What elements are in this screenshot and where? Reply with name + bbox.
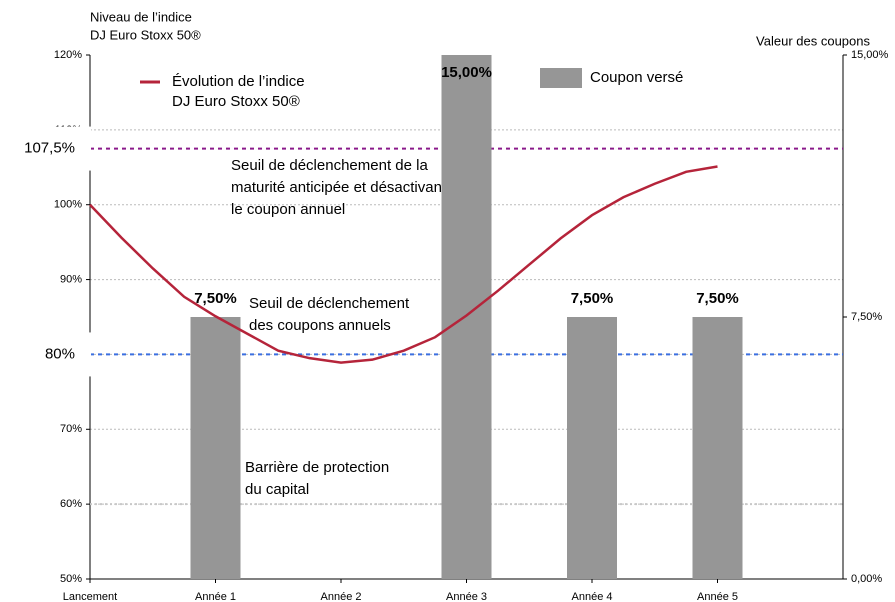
x-tick-label: Lancement [63,591,117,602]
x-tick-label: Année 5 [697,591,738,602]
y-tick-label: 90% [60,273,82,285]
y-tick-label: 100% [54,199,82,211]
text-line: Évolution de l’indice [172,73,305,90]
x-tick-label: Année 2 [321,591,362,602]
y-axis-title: DJ Euro Stoxx 50® [90,27,201,42]
label-bg [2,126,91,171]
legend-label: Évolution de l’indice DJ Euro Stoxx 50® [172,73,305,110]
bar [190,317,241,579]
x-tick-label: Année 3 [446,591,487,602]
legend-label: Coupon versé [590,69,683,86]
x-tick-label: Année 4 [572,591,613,602]
y-axis-title: Niveau de l’indice [90,9,192,24]
y-tick-label: 120% [54,49,82,61]
x-tick-label: Année 1 [195,591,236,602]
index-line [89,165,718,364]
text-line: DJ Euro Stoxx 50® [172,93,300,110]
text-line: Seuil de déclenchement [249,295,410,312]
threshold-text: Seuil de déclenchement de la maturité ant… [231,157,447,218]
legend-swatch [540,68,582,88]
threshold-text: Barrière de protection du capital [245,459,389,498]
bar-value-label: 7,50% [194,290,237,307]
text-line: Seuil de déclenchement de la [231,157,428,174]
y-tick-label: 50% [60,573,82,585]
threshold-text: Seuil de déclenchement des coupons annuel… [249,295,410,334]
bar [567,317,617,579]
y2-tick-label: 7,50% [851,311,882,323]
text-line: le coupon annuel [231,201,345,218]
y2-tick-label: 15,00% [851,49,889,61]
text-line: des coupons annuels [249,317,391,334]
text-line: maturité anticipée et désactivant [231,179,447,196]
text-line: du capital [245,481,309,498]
y-tick-label: 60% [60,498,82,510]
text-line: Barrière de protection [245,459,389,476]
y2-tick-label: 0,00% [851,573,882,585]
y2-axis-title: Valeur des coupons [756,33,870,48]
bar-value-label: 15,00% [441,64,492,81]
bar [692,317,743,579]
label-bg [2,332,91,377]
threshold-label: 80% [45,345,75,362]
bar-value-label: 7,50% [696,290,739,307]
bar-value-label: 7,50% [571,290,614,307]
y-tick-label: 70% [60,423,82,435]
threshold-label: 107,5% [24,140,75,157]
